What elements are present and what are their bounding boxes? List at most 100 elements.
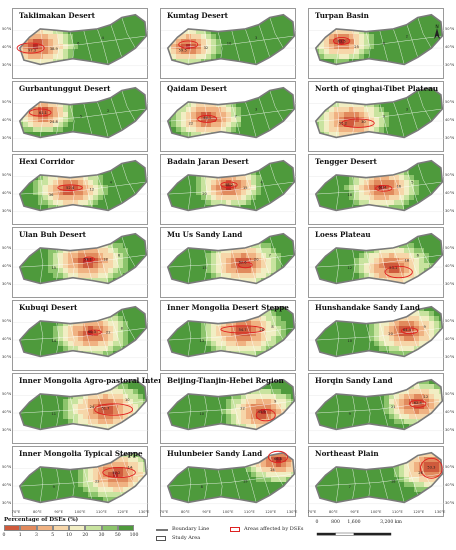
map-panel: 53.1 12 18 6 Loess Plateau [308,227,445,298]
panel-title: Qaidam Desert [167,84,227,93]
scale-bar-segment [353,532,392,536]
map-canvas: 60.3 14 22 8 [13,305,149,358]
region-value-label: 2 [107,109,109,113]
region-value-label: 24.8 [50,120,59,124]
region-value-label: 25 [354,45,359,49]
latitude-label: 30°N [445,354,455,359]
affected-area-outline [238,261,253,269]
scale-bar-label: 800 [331,520,340,525]
scale-bar [315,528,395,542]
region-value-label: 10 [200,412,205,416]
map-panel: 63.5 25 8 2 Turpan Basin [308,8,445,79]
study-area-boundary [166,451,296,504]
region-value-label: 4 [102,36,105,40]
region-value-label: 8 [383,42,386,46]
longitude-label: 100°E [222,510,234,514]
region-value-label: 9 [349,412,352,416]
map-canvas: 57.2 9 22 14 [13,451,149,504]
region-value-label: 26 [418,471,423,475]
region-value-label: 59.1 [84,258,92,262]
legend-tick-label: 5 [51,533,55,538]
legend-tick-label: 10 [66,533,72,538]
map-canvas: 66.8 8 19 24 [161,450,297,504]
region-value-label: 13 [200,339,205,343]
region-value-label: 57.2 [112,471,120,475]
latitude-label: 50°N [2,100,12,105]
latitude-label: 40°N [2,336,12,341]
region-value-label: 3 [406,107,408,111]
affected-area-outline [409,399,427,408]
panel-title: Beijing-Tianjin-Hebei Region [167,376,284,385]
map-panel: 54.7 13 26 8 Inner Mongolia Desert Steppe [160,300,297,371]
latitude-label: 30°N [445,62,455,67]
latitude-label: 30°N [445,427,455,432]
map-panel: 53.3 7 18 26 Northeast Plain [308,446,445,517]
region-value-label: 12 [348,266,353,270]
region-value-label: 26 [259,328,264,332]
map-canvas: 53.1 12 18 6 [309,232,445,285]
map-panel: 45.9 10 22 9 Beijing-Tianjin-Hebei Region [160,373,297,444]
scale-bar-label: 1,600 [347,520,361,525]
affected-area-outline [220,181,238,189]
latitude-label: 40°N [2,190,12,195]
latitude-label: 40°N [445,44,455,49]
legend-color-cell [20,525,37,531]
study-area-boundary [18,378,148,431]
latitude-label: 30°N [445,281,455,286]
latitude-label: 30°N [2,500,12,505]
region-value-label: 21 [391,405,396,409]
longitude-label: 130°E [286,510,298,514]
longitude-label: 110°E [391,510,403,514]
region-value-label: 4 [110,180,113,184]
region-value-label: 9 [274,399,277,403]
legend-tick-label: 0 [2,533,6,538]
panel-title: Inner Mongolia Typical Steppe [19,449,143,458]
region-value-label: 8 [201,485,204,489]
region-value-label: 20 [388,332,393,336]
longitude-label: 110°E [243,510,255,514]
map-canvas: 58.2 20 15 4 [161,159,297,212]
region-value-label: 64.4 [403,328,412,332]
latitude-label: 50°N [445,246,455,251]
longitude-label: 80°E [329,510,338,514]
region-value-label: 20 [202,192,207,196]
region-value-label: 45.9 [258,410,267,414]
region-value-label: 12 [90,188,95,192]
latitude-label: 40°N [2,44,12,49]
region-value-label: 53.3 [427,465,435,469]
map-canvas: 62.4 9 21 12 [309,378,445,431]
latitude-label: 30°N [2,427,12,432]
legend-affected-area: Areas affected by DSEs [244,526,304,532]
map-canvas: 53.3 7 18 26 [309,451,445,504]
latitude-label: 30°N [445,135,455,140]
longitude-label: 100°E [370,510,382,514]
map-panel: 55.2 30 9 3 North of qinghai-Tibet Plateau [308,81,445,152]
region-value-label: 7 [349,485,351,489]
latitude-label: 30°N [445,500,455,505]
panel-title: Turpan Basin [315,11,369,20]
study-area-boundary [18,86,148,139]
longitude-label: 80°E [181,510,190,514]
latitude-label: 40°N [445,482,455,487]
region-value-label: 7 [235,115,237,119]
legend-color-cell [85,525,102,531]
region-value-label: 22 [95,480,100,484]
region-value-label: 53.1 [389,266,397,270]
affected-area-outline [420,457,443,479]
legend-tick-label: 20 [82,533,89,538]
study-area-boundary [18,451,148,504]
region-value-label: 63.5 [338,39,346,43]
study-area-boundary [166,159,296,212]
region-value-label: 38.9 [50,47,59,51]
region-value-label: 18 [348,193,353,197]
map-canvas: 59.1 15 18 6 [13,232,149,285]
longitude-label: 100°E [74,510,86,514]
legend-tick-label: 30 [98,533,105,538]
panel-title: Taklimakan Desert [19,11,95,20]
longitude-label: 130°E [434,510,446,514]
map-panel: 51.7 11 24 10 Inner Mongolia Agro-pastoral I… [12,373,214,444]
map-panel: 60.3 14 22 8 Kubuqi Desert [12,300,149,371]
study-area-symbol [156,536,166,541]
study-area-boundary [314,305,444,358]
